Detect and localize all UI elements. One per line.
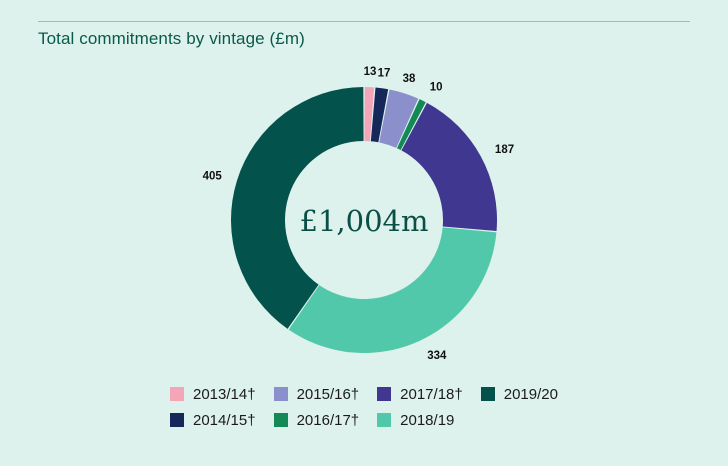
legend-label: 2016/17† bbox=[296, 411, 360, 429]
chart-title: Total commitments by vintage (£m) bbox=[38, 29, 305, 48]
legend-item: 2014/15† bbox=[170, 410, 256, 430]
chart-legend: 2013/14† 2015/16† 2017/18† 2019/20 2014/15† 2… bbox=[170, 384, 558, 430]
donut-slice bbox=[379, 89, 419, 148]
legend-item: 2019/20 bbox=[480, 384, 558, 404]
slice-value-label: 334 bbox=[427, 350, 447, 362]
donut-slice bbox=[396, 99, 426, 151]
legend-swatch bbox=[170, 413, 184, 427]
legend-label: 2015/16† bbox=[296, 385, 360, 403]
legend-swatch bbox=[273, 387, 288, 401]
legend-swatch bbox=[170, 387, 184, 401]
legend-label: 2018/19 bbox=[400, 411, 455, 429]
legend-item: 2018/19 bbox=[377, 410, 463, 430]
slice-value-label: 10 bbox=[430, 81, 443, 93]
legend-item: 2017/18† bbox=[377, 384, 463, 404]
legend-label: 2017/18† bbox=[400, 385, 463, 403]
donut-slice bbox=[288, 227, 497, 353]
slice-value-label: 17 bbox=[378, 67, 391, 79]
legend-item: 2015/16† bbox=[273, 384, 360, 404]
donut-slice bbox=[231, 87, 364, 329]
slice-value-label: 38 bbox=[403, 73, 416, 85]
top-divider bbox=[38, 21, 690, 22]
legend-swatch bbox=[377, 413, 392, 427]
legend-swatch bbox=[480, 387, 495, 401]
donut-slice bbox=[370, 87, 389, 143]
slice-value-label: 405 bbox=[203, 170, 223, 182]
legend-item: 2016/17† bbox=[273, 410, 360, 430]
donut-center-total: £1,004m bbox=[300, 204, 429, 238]
slice-value-label: 187 bbox=[495, 144, 514, 156]
donut-slice bbox=[364, 87, 375, 142]
legend-swatch bbox=[377, 387, 392, 401]
legend-swatch bbox=[273, 413, 288, 427]
legend-label: 2019/20 bbox=[503, 385, 558, 403]
donut-slice bbox=[401, 102, 498, 231]
legend-label: 2014/15† bbox=[193, 411, 256, 429]
slice-value-label: 13 bbox=[364, 66, 377, 78]
legend-item: 2013/14† bbox=[170, 384, 256, 404]
legend-label: 2013/14† bbox=[193, 385, 256, 403]
